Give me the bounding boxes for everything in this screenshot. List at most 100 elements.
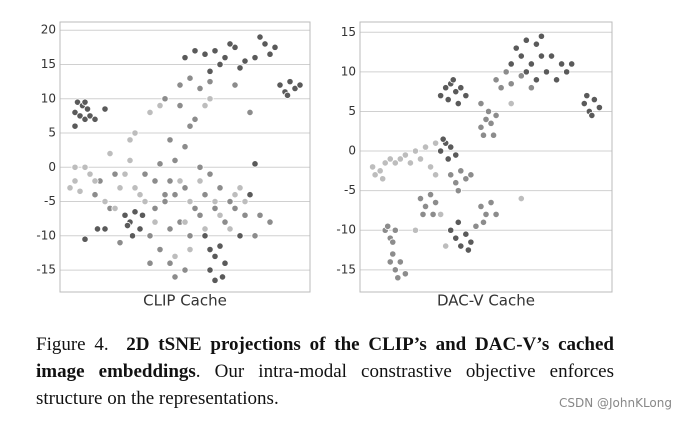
point — [206, 170, 214, 178]
point — [73, 98, 82, 106]
point — [101, 197, 109, 206]
point — [568, 60, 576, 68]
point — [416, 194, 425, 203]
point — [241, 197, 249, 206]
point — [241, 57, 249, 65]
point — [171, 191, 179, 199]
point — [211, 204, 219, 212]
point — [246, 191, 254, 199]
point — [371, 171, 379, 179]
point — [121, 170, 129, 178]
point — [116, 239, 124, 247]
point — [156, 245, 164, 254]
point — [71, 108, 79, 117]
point — [196, 84, 204, 93]
point — [462, 92, 470, 100]
point — [497, 84, 505, 92]
point — [492, 111, 500, 120]
point — [166, 225, 174, 233]
caption-label: Figure 4. — [36, 334, 109, 355]
caption-text: . Our intra-modal constrastive objective… — [36, 361, 614, 409]
point — [391, 226, 399, 234]
point — [552, 76, 561, 84]
point — [216, 184, 224, 192]
caption-bold: 2D tSNE projections of the CLIP’s and DA… — [36, 334, 614, 382]
point — [206, 78, 214, 86]
point — [447, 226, 455, 234]
point — [588, 111, 596, 120]
point — [537, 32, 546, 40]
point — [146, 108, 154, 117]
point — [206, 266, 214, 274]
caption: Figure 4. 2D tSNE projections of the CLI… — [36, 331, 614, 412]
point — [206, 245, 214, 254]
point — [452, 88, 460, 96]
point — [391, 266, 399, 274]
point — [449, 76, 457, 84]
point — [136, 191, 144, 199]
point — [71, 122, 79, 130]
point — [266, 50, 274, 58]
point — [231, 43, 239, 51]
point — [447, 171, 455, 179]
point — [426, 191, 435, 199]
point — [386, 155, 394, 163]
point — [241, 211, 249, 219]
point — [196, 163, 204, 171]
point — [416, 155, 425, 163]
point — [141, 197, 149, 206]
point — [266, 218, 274, 226]
point — [128, 232, 137, 240]
point — [181, 218, 189, 226]
y-tick-label: 5 — [48, 126, 56, 140]
point — [381, 159, 389, 167]
point — [431, 139, 440, 147]
point — [394, 274, 402, 282]
x-axis-label: DAC-V Cache — [437, 292, 535, 310]
point — [91, 115, 99, 123]
point — [437, 92, 445, 100]
point — [452, 151, 460, 159]
y-tick-label: 0 — [348, 144, 356, 158]
point — [542, 68, 551, 76]
point — [166, 259, 174, 267]
point — [66, 184, 74, 192]
point — [218, 273, 227, 281]
point — [454, 187, 462, 195]
point — [101, 225, 109, 233]
point — [547, 52, 556, 60]
point — [81, 235, 89, 243]
point — [201, 225, 209, 233]
point — [472, 222, 480, 230]
point — [527, 60, 535, 68]
point — [131, 184, 139, 192]
point — [126, 136, 134, 144]
point — [406, 159, 414, 167]
point — [512, 44, 520, 52]
point — [426, 163, 435, 171]
point — [389, 238, 397, 246]
point — [462, 230, 470, 238]
point — [421, 143, 430, 151]
point — [527, 84, 535, 92]
y-tick-label: -10 — [36, 228, 56, 242]
point — [171, 273, 179, 281]
point — [256, 33, 264, 41]
point — [411, 147, 420, 155]
point — [557, 60, 566, 68]
point — [211, 47, 219, 55]
point — [231, 81, 239, 89]
point — [246, 108, 254, 117]
point — [563, 68, 571, 76]
point — [191, 115, 199, 123]
point — [477, 123, 485, 131]
point — [457, 84, 465, 92]
point — [444, 95, 452, 104]
point — [221, 54, 229, 62]
point — [236, 184, 244, 192]
point — [111, 204, 119, 212]
point — [156, 160, 164, 168]
point — [487, 119, 495, 127]
point — [171, 252, 179, 260]
plot-frame — [59, 21, 311, 293]
